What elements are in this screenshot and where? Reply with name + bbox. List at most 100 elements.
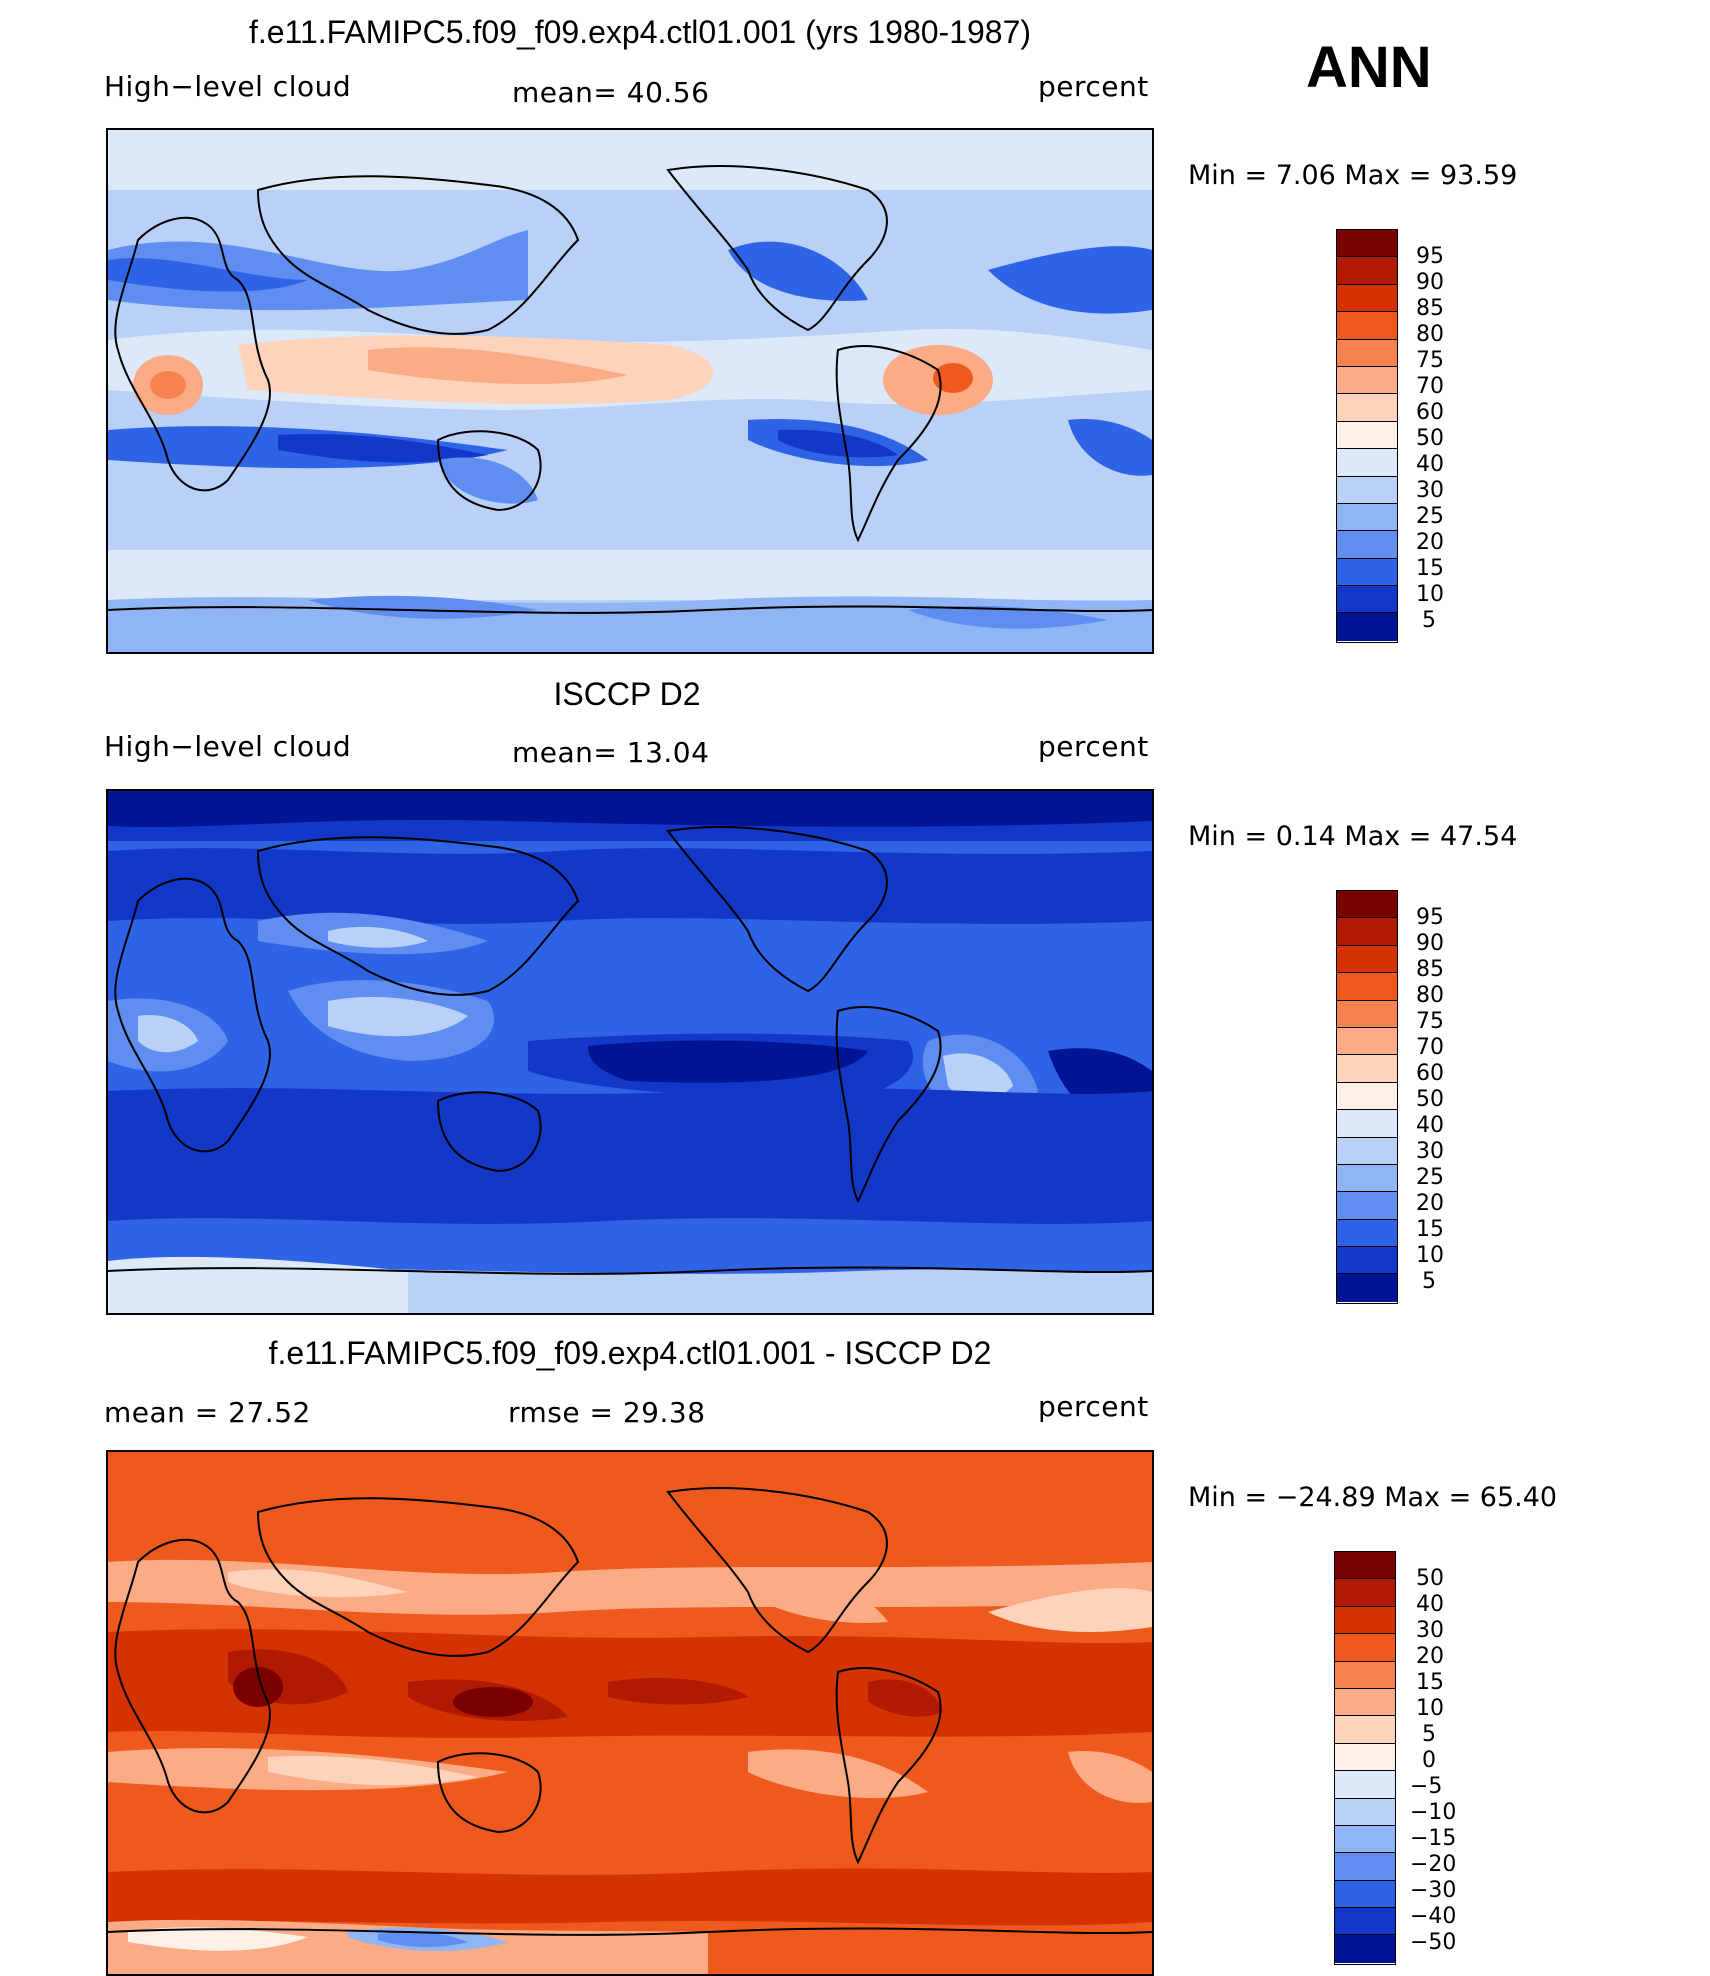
colorbar-swatch xyxy=(1337,1274,1397,1302)
panel2-colorbar xyxy=(1336,890,1398,1304)
panel1-cb-label: 15 xyxy=(1416,556,1444,581)
panel2-cb-label: 90 xyxy=(1416,931,1444,956)
colorbar-swatch xyxy=(1335,1552,1395,1580)
colorbar-swatch xyxy=(1337,476,1397,504)
panel2-title: ISCCP D2 xyxy=(553,676,701,712)
colorbar-swatch xyxy=(1337,284,1397,313)
panel3-cb-label: −30 xyxy=(1410,1878,1457,1903)
panel3-rmse-label: rmse = 29.38 xyxy=(508,1396,706,1429)
colorbar-swatch xyxy=(1335,1880,1395,1909)
panel3-cb-label: −50 xyxy=(1410,1930,1457,1955)
panel3-cb-label: 5 xyxy=(1422,1722,1436,1747)
panel2-units-label: percent xyxy=(1038,730,1149,763)
panel2-cb-label: 30 xyxy=(1416,1139,1444,1164)
colorbar-swatch xyxy=(1337,394,1397,422)
panel3-minmax: Min = −24.89 Max = 65.40 xyxy=(1188,1482,1558,1513)
panel1-cb-label: 30 xyxy=(1416,478,1444,503)
colorbar-swatch xyxy=(1337,1082,1397,1111)
colorbar-swatch xyxy=(1335,1716,1395,1744)
panel2-cb-label: 40 xyxy=(1416,1113,1444,1138)
panel2-cb-label: 5 xyxy=(1422,1269,1436,1294)
panel1-cb-label: 85 xyxy=(1416,296,1444,321)
colorbar-swatch xyxy=(1337,1137,1397,1165)
colorbar-swatch xyxy=(1335,1606,1395,1635)
panel2-cb-label: 50 xyxy=(1416,1087,1444,1112)
panel2-cb-label: 70 xyxy=(1416,1035,1444,1060)
panel3-mean-label: mean = 27.52 xyxy=(104,1396,311,1429)
panel3-cb-label: 20 xyxy=(1416,1644,1444,1669)
colorbar-swatch xyxy=(1337,973,1397,1001)
colorbar-swatch xyxy=(1337,339,1397,367)
panel2-mean-label: mean= 13.04 xyxy=(512,736,710,769)
colorbar-swatch xyxy=(1337,1110,1397,1138)
panel3-cb-label: 15 xyxy=(1416,1670,1444,1695)
colorbar-swatch xyxy=(1337,257,1397,285)
colorbar-swatch xyxy=(1335,1771,1395,1799)
colorbar-swatch xyxy=(1337,449,1397,477)
colorbar-swatch xyxy=(1337,1027,1397,1056)
colorbar-swatch xyxy=(1337,1247,1397,1275)
panel1-colorbar xyxy=(1336,229,1398,643)
colorbar-swatch xyxy=(1337,531,1397,559)
panel1-units-label: percent xyxy=(1038,70,1149,103)
panel1-cb-label: 10 xyxy=(1416,582,1444,607)
panel3-cb-label: −10 xyxy=(1410,1800,1457,1825)
colorbar-swatch xyxy=(1335,1661,1395,1689)
colorbar-swatch xyxy=(1337,503,1397,532)
panel3-cb-label: 50 xyxy=(1416,1566,1444,1591)
colorbar-swatch xyxy=(1337,366,1397,395)
colorbar-swatch xyxy=(1335,1579,1395,1607)
panel3-units-label: percent xyxy=(1038,1390,1149,1423)
colorbar-swatch xyxy=(1335,1935,1395,1963)
panel3-cb-label: 40 xyxy=(1416,1592,1444,1617)
panel1-cb-label: 90 xyxy=(1416,270,1444,295)
colorbar-swatch xyxy=(1337,230,1397,258)
panel3-cb-label: −20 xyxy=(1410,1852,1457,1877)
panel2-cb-label: 15 xyxy=(1416,1217,1444,1242)
colorbar-swatch xyxy=(1337,1164,1397,1193)
panel1-cb-label: 80 xyxy=(1416,322,1444,347)
colorbar-swatch xyxy=(1337,891,1397,919)
panel2-cb-label: 95 xyxy=(1416,905,1444,930)
colorbar-swatch xyxy=(1335,1853,1395,1881)
panel2-variable-label: High−level cloud xyxy=(104,730,352,763)
colorbar-swatch xyxy=(1337,918,1397,946)
colorbar-swatch xyxy=(1337,613,1397,641)
panel2-cb-label: 20 xyxy=(1416,1191,1444,1216)
panel1-cb-label: 75 xyxy=(1416,348,1444,373)
panel1-map xyxy=(106,128,1154,654)
colorbar-swatch xyxy=(1337,1000,1397,1028)
colorbar-swatch xyxy=(1335,1634,1395,1662)
colorbar-swatch xyxy=(1335,1908,1395,1936)
panel2-cb-label: 80 xyxy=(1416,983,1444,1008)
colorbar-swatch xyxy=(1335,1743,1395,1772)
panel2-minmax: Min = 0.14 Max = 47.54 xyxy=(1188,821,1518,852)
panel1-cb-label: 25 xyxy=(1416,504,1444,529)
panel3-cb-label: −40 xyxy=(1410,1904,1457,1929)
panel1-cb-label: 5 xyxy=(1422,608,1436,633)
panel3-cb-label: 10 xyxy=(1416,1696,1444,1721)
panel1-cb-label: 70 xyxy=(1416,374,1444,399)
panel1-cb-label: 95 xyxy=(1416,244,1444,269)
panel2-map xyxy=(106,789,1154,1315)
panel2-cb-label: 25 xyxy=(1416,1165,1444,1190)
panel3-colorbar xyxy=(1334,1551,1396,1965)
colorbar-swatch xyxy=(1337,1055,1397,1083)
panel1-mean-label: mean= 40.56 xyxy=(512,76,710,109)
panel1-cb-label: 50 xyxy=(1416,426,1444,451)
colorbar-swatch xyxy=(1337,421,1397,450)
panel1-cb-label: 60 xyxy=(1416,400,1444,425)
panel3-cb-label: −5 xyxy=(1410,1774,1443,1799)
colorbar-swatch xyxy=(1335,1798,1395,1826)
panel2-cb-label: 60 xyxy=(1416,1061,1444,1086)
colorbar-swatch xyxy=(1337,1192,1397,1220)
panel3-cb-label: 30 xyxy=(1416,1618,1444,1643)
season-label: ANN xyxy=(1306,35,1432,100)
colorbar-swatch xyxy=(1337,312,1397,340)
panel3-map xyxy=(106,1450,1154,1976)
panel1-cb-label: 20 xyxy=(1416,530,1444,555)
colorbar-swatch xyxy=(1335,1825,1395,1854)
panel3-cb-label: 0 xyxy=(1422,1748,1436,1773)
panel1-title: f.e11.FAMIPC5.f09_f09.exp4.ctl01.001 (yr… xyxy=(248,14,1032,50)
panel2-cb-label: 75 xyxy=(1416,1009,1444,1034)
